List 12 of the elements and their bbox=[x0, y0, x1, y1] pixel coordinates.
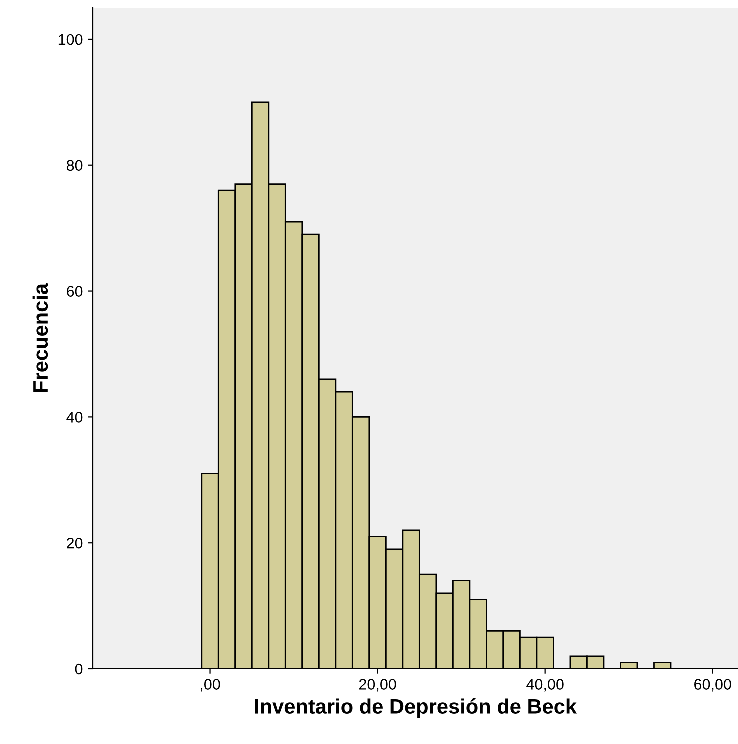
y-tick-label: 80 bbox=[66, 160, 83, 172]
x-tick-label: 20,00 bbox=[359, 679, 396, 692]
y-tick-label: 60 bbox=[67, 286, 83, 297]
x-axis-title: Inventario de Depresión de Beck bbox=[255, 698, 578, 718]
x-tick-label: 40,00 bbox=[526, 679, 564, 692]
y-tick-label: 40 bbox=[66, 412, 83, 423]
x-tick-label: ,00 bbox=[201, 679, 220, 692]
x-tick-label: 60,00 bbox=[694, 679, 732, 692]
y-tick-label: 0 bbox=[75, 664, 83, 675]
y-tick-label: 100 bbox=[58, 34, 83, 46]
y-axis-title: Frecuencia bbox=[32, 283, 48, 392]
y-tick-label: 20 bbox=[67, 538, 83, 549]
